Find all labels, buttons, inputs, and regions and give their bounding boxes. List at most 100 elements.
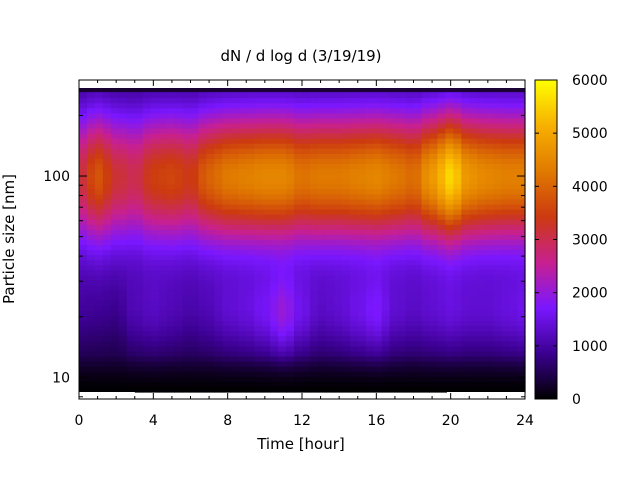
- heatmap-cell: [365, 245, 375, 251]
- heatmap-cell: [126, 381, 136, 388]
- heatmap-cell: [270, 219, 279, 226]
- heatmap-cell: [493, 326, 502, 332]
- heatmap-cell: [158, 316, 168, 322]
- heatmap-cell: [174, 321, 184, 327]
- heatmap-cell: [445, 361, 454, 368]
- heatmap-cell: [461, 138, 470, 145]
- heatmap-cell: [437, 300, 446, 307]
- heatmap-cell: [333, 316, 343, 322]
- heatmap-cell: [309, 179, 319, 185]
- heatmap-cell: [405, 169, 415, 175]
- heatmap-cell: [437, 250, 446, 256]
- heatmap-cell: [206, 118, 215, 125]
- heatmap-cell: [294, 108, 303, 114]
- heatmap-cell: [421, 194, 431, 201]
- heatmap-cell: [413, 305, 423, 312]
- heatmap-cell: [405, 265, 415, 271]
- heatmap-cell: [246, 356, 255, 363]
- heatmap-cell: [461, 128, 470, 135]
- heatmap-cell: [174, 143, 184, 150]
- heatmap-cell: [485, 346, 494, 353]
- heatmap-cell: [469, 194, 478, 201]
- heatmap-cell: [222, 93, 231, 99]
- heatmap-cell: [222, 199, 231, 206]
- heatmap-cell: [150, 108, 160, 114]
- heatmap-cell: [373, 250, 383, 256]
- heatmap-cell: [198, 184, 208, 190]
- heatmap-cell: [453, 351, 462, 358]
- heatmap-cell: [493, 331, 502, 337]
- heatmap-cell: [501, 310, 510, 317]
- heatmap-cell: [126, 123, 136, 130]
- heatmap-cell: [206, 103, 215, 109]
- heatmap-cell: [150, 255, 160, 261]
- heatmap-cell: [238, 108, 247, 114]
- heatmap-cell: [485, 138, 494, 145]
- heatmap-cell: [286, 153, 295, 160]
- heatmap-cell: [270, 189, 279, 195]
- heatmap-cell: [485, 331, 494, 337]
- heatmap-cell: [118, 316, 128, 322]
- heatmap-cell: [365, 305, 375, 312]
- heatmap-cell: [198, 250, 208, 256]
- heatmap-cell: [150, 234, 160, 241]
- heatmap-cell: [222, 128, 231, 135]
- heatmap-cell: [453, 260, 462, 266]
- heatmap-cell: [517, 103, 526, 109]
- heatmap-cell: [437, 310, 446, 317]
- heatmap-cell: [174, 331, 184, 337]
- heatmap-cell: [453, 108, 462, 114]
- heatmap-cell: [493, 158, 502, 165]
- heatmap-cell: [206, 174, 215, 180]
- heatmap-cell: [166, 285, 176, 292]
- heatmap-cell: [294, 234, 303, 241]
- heatmap-cell: [477, 128, 486, 135]
- heatmap-cell: [365, 174, 375, 180]
- heatmap-cell: [461, 386, 470, 393]
- heatmap-cell: [230, 341, 239, 347]
- heatmap-cell: [142, 204, 152, 211]
- heatmap-cell: [469, 219, 478, 226]
- heatmap-cell: [389, 194, 399, 201]
- heatmap-cell: [302, 169, 311, 175]
- heatmap-cell: [317, 128, 327, 135]
- heatmap-cell: [325, 326, 335, 332]
- heatmap-cell: [270, 245, 279, 251]
- heatmap-cell: [453, 376, 462, 383]
- heatmap-cell: [206, 164, 215, 170]
- heatmap-cell: [254, 98, 263, 104]
- heatmap-cell: [79, 381, 88, 388]
- heatmap-cell: [453, 336, 462, 342]
- heatmap-cell: [86, 113, 96, 119]
- heatmap-cell: [254, 326, 263, 332]
- heatmap-cell: [86, 169, 96, 175]
- heatmap-cell: [238, 123, 247, 130]
- heatmap-cell: [357, 179, 367, 185]
- heatmap-cell: [142, 300, 152, 307]
- heatmap-cell: [214, 179, 223, 185]
- heatmap-cell: [190, 255, 200, 261]
- heatmap-cell: [214, 331, 223, 337]
- heatmap-cell: [461, 184, 470, 190]
- heatmap-cell: [134, 255, 144, 261]
- heatmap-cell: [230, 295, 239, 302]
- heatmap-cell: [405, 138, 415, 145]
- heatmap-cell: [421, 260, 431, 266]
- heatmap-cell: [302, 138, 311, 145]
- heatmap-cell: [238, 321, 247, 327]
- heatmap-cell: [254, 229, 263, 236]
- heatmap-cell: [94, 93, 104, 99]
- heatmap-cell: [365, 255, 375, 261]
- heatmap-cell: [477, 224, 486, 231]
- heatmap-cell: [118, 153, 128, 160]
- heatmap-cell: [174, 98, 184, 104]
- heatmap-cell: [262, 98, 271, 104]
- heatmap-cell: [262, 128, 271, 135]
- heatmap-cell: [190, 295, 200, 302]
- heatmap-cell: [325, 123, 335, 130]
- heatmap-cell: [341, 123, 351, 130]
- heatmap-cell: [477, 290, 486, 297]
- heatmap-cell: [389, 351, 399, 358]
- heatmap-cell: [509, 386, 518, 393]
